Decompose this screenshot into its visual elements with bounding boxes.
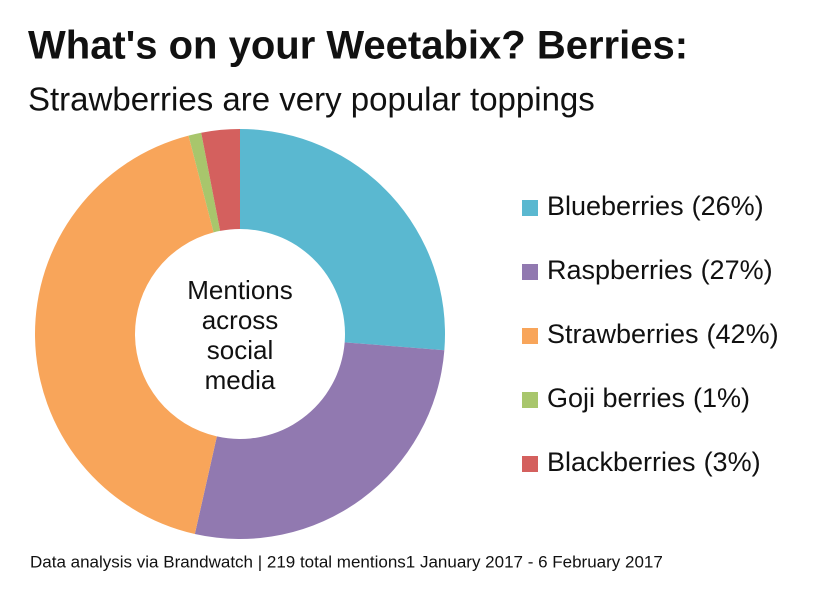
legend-value: (42%) (707, 319, 779, 349)
legend-label: Blueberries (26%) (547, 191, 764, 221)
donut-slice (201, 129, 240, 231)
legend-value: (1%) (693, 383, 750, 413)
legend-label: Goji berries (1%) (547, 383, 750, 413)
legend-value: (26%) (692, 191, 764, 221)
legend: Blueberries (26%) Raspberries (27%) Strawber… (522, 191, 779, 477)
donut-slice (34, 135, 217, 534)
legend-swatch (522, 264, 538, 280)
legend-name: Raspberries (547, 255, 693, 285)
legend-label: Strawberries (42%) (547, 319, 779, 349)
legend-value: (3%) (704, 447, 761, 477)
legend-swatch (522, 456, 538, 472)
donut-slice (240, 129, 445, 351)
chart-subtitle: Strawberries are very popular toppings (28, 81, 595, 118)
legend-name: Blackberries (547, 447, 696, 477)
footer: Data analysis via Brandwatch | 219 total… (30, 552, 663, 571)
donut-slice (188, 132, 221, 233)
chart-title: What's on your Weetabix? Berries: (28, 24, 688, 68)
legend-swatch (522, 392, 538, 408)
legend-name: Blueberries (547, 191, 684, 221)
donut (34, 129, 445, 539)
legend-swatch (522, 200, 538, 216)
center-label: Mentions across social media (187, 275, 293, 395)
legend-name: Strawberries (547, 319, 699, 349)
legend-swatch (522, 328, 538, 344)
legend-value: (27%) (701, 255, 773, 285)
legend-label: Blackberries (3%) (547, 447, 761, 477)
legend-name: Goji berries (547, 383, 685, 413)
donut-slice (194, 342, 445, 539)
legend-label: Raspberries (27%) (547, 255, 773, 285)
